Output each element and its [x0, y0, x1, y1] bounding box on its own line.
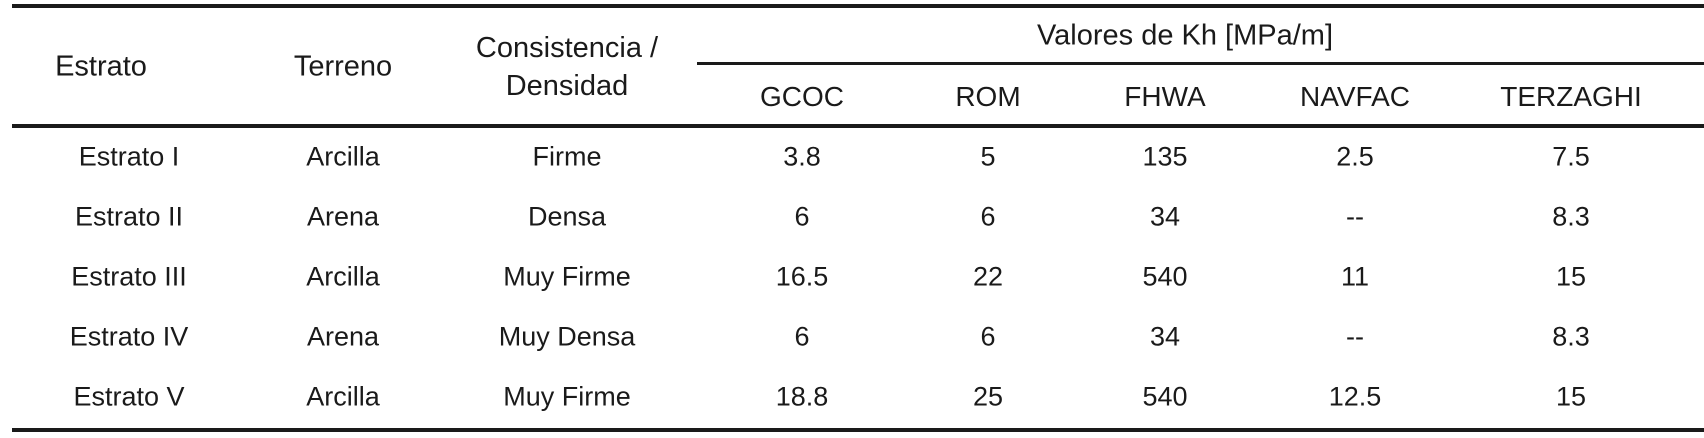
cell-consistencia: Densa [527, 201, 607, 232]
cell-fhwa: 540 [1142, 261, 1188, 292]
cell-terzaghi: 15 [1555, 381, 1587, 412]
header-bottom-rule [12, 124, 1704, 128]
cell-rom: 6 [980, 321, 996, 352]
cell-gcoc: 6 [794, 321, 810, 352]
cell-terreno: Arena [306, 321, 380, 352]
cell-fhwa: 540 [1142, 381, 1188, 412]
cell-navfac: -- [1346, 321, 1364, 352]
group-header-kh: Valores de Kh [MPa/m] [1036, 19, 1334, 52]
header-navfac: NAVFAC [1300, 81, 1410, 112]
header-terreno: Terreno [293, 50, 393, 83]
cell-consistencia: Firme [532, 141, 602, 172]
cell-navfac: -- [1346, 201, 1364, 232]
cell-terreno: Arcilla [306, 141, 380, 172]
cell-rom: 25 [972, 381, 1004, 412]
cell-terreno: Arcilla [306, 381, 380, 412]
cell-fhwa: 34 [1149, 321, 1181, 352]
header-consistencia-line2: Densidad [505, 70, 629, 102]
header-rom: ROM [955, 81, 1021, 112]
cell-gcoc: 6 [794, 201, 810, 232]
cell-terreno: Arena [306, 201, 380, 232]
cell-terzaghi: 7.5 [1552, 141, 1590, 172]
header-consistencia: Consistencia / Densidad [476, 29, 658, 105]
cell-terzaghi: 8.3 [1552, 201, 1590, 232]
header-gcoc: GCOC [760, 81, 844, 112]
cell-rom: 5 [980, 141, 996, 172]
header-fhwa: FHWA [1124, 81, 1206, 112]
kh-values-table: Estrato Terreno Consistencia / Densidad … [12, 0, 1704, 438]
cell-terzaghi: 15 [1555, 261, 1587, 292]
cell-navfac: 12.5 [1328, 381, 1382, 412]
cell-navfac: 11 [1340, 261, 1370, 292]
cell-estrato: Estrato I [78, 141, 180, 172]
cell-estrato: Estrato II [74, 201, 184, 232]
cell-navfac: 2.5 [1336, 141, 1374, 172]
cell-gcoc: 18.8 [775, 381, 829, 412]
cell-fhwa: 34 [1149, 201, 1181, 232]
header-terzaghi: TERZAGHI [1500, 81, 1642, 112]
cell-consistencia: Muy Densa [498, 321, 636, 352]
cell-gcoc: 3.8 [783, 141, 821, 172]
cell-estrato: Estrato V [73, 381, 185, 412]
cell-consistencia: Muy Firme [503, 261, 631, 292]
top-rule [12, 4, 1704, 8]
cell-terreno: Arcilla [306, 261, 380, 292]
cell-rom: 6 [980, 201, 996, 232]
cell-estrato: Estrato III [71, 261, 187, 292]
cell-estrato: Estrato IV [69, 321, 189, 352]
cell-terzaghi: 8.3 [1552, 321, 1590, 352]
cell-rom: 22 [972, 261, 1004, 292]
cell-fhwa: 135 [1142, 141, 1188, 172]
header-consistencia-line1: Consistencia / [475, 32, 659, 64]
header-estrato: Estrato [55, 50, 147, 83]
bottom-rule [12, 428, 1704, 432]
group-header-rule [697, 62, 1704, 65]
cell-consistencia: Muy Firme [503, 381, 631, 412]
cell-gcoc: 16.5 [775, 261, 829, 292]
